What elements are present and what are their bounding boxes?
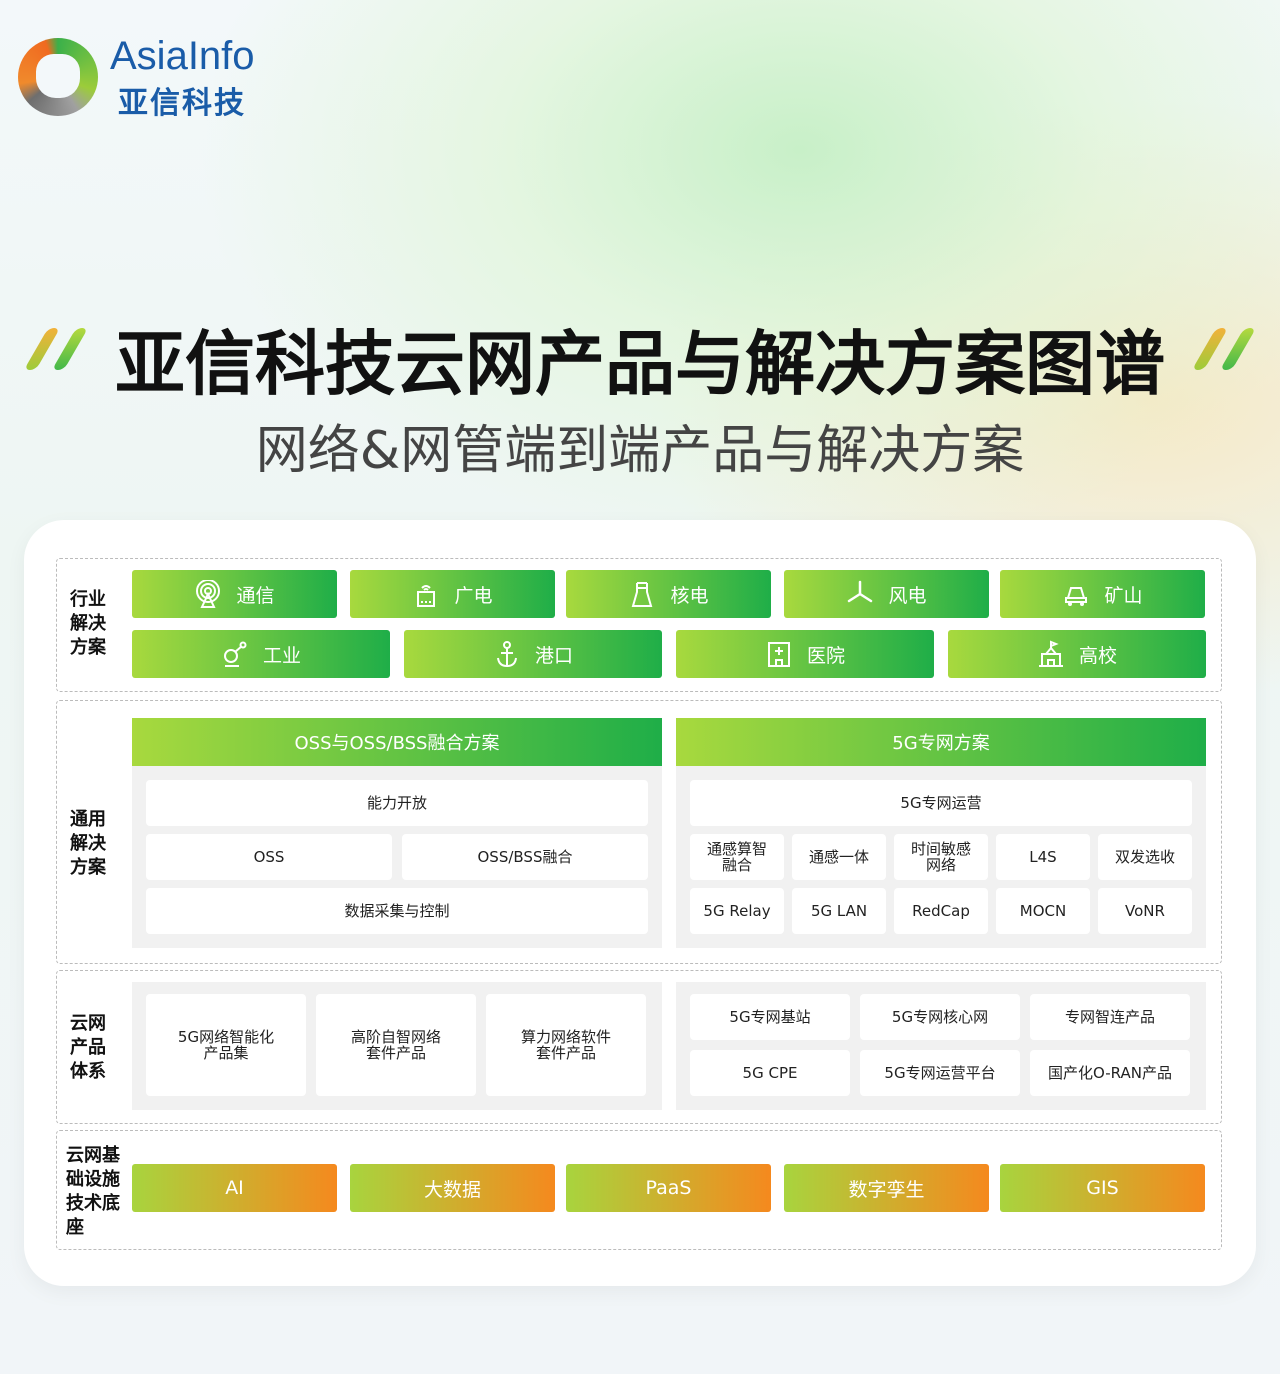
industry-button-label: 矿山 (1104, 584, 1143, 607)
cell-5g-product: 国产化O-RAN产品 (1030, 1050, 1190, 1096)
anchor-icon (496, 641, 517, 668)
cell-5g-tech-label: MOCN (1019, 902, 1067, 920)
cell-product-suite: 5G网络智能化 产品集 (146, 994, 306, 1096)
cell-5g-feature: 通感算智 融合 (690, 834, 784, 880)
cell-5g-feature: 通感一体 (792, 834, 886, 880)
infra-button[interactable]: PaaS (566, 1164, 771, 1212)
oss-header: OSS与OSS/BSS融合方案 (132, 718, 662, 766)
cell-5g-feature-label: 通感算智 融合 (706, 840, 767, 874)
cell-5g-operation: 5G专网运营 (690, 780, 1192, 826)
cell-5g-product-label: 专网智连产品 (1064, 1008, 1155, 1026)
infra-button[interactable]: 大数据 (350, 1164, 555, 1212)
cell-5g-product-label: 国产化O-RAN产品 (1048, 1064, 1172, 1082)
cell-product-suite-label: 算力网络软件 套件产品 (520, 1028, 611, 1062)
industry-button-label: 港口 (534, 644, 573, 667)
industry-label: 行业解决方案 (70, 589, 106, 658)
cell-5g-tech-label: RedCap (912, 902, 970, 920)
industry-button-r1-2[interactable]: 核电 (566, 570, 771, 618)
cell-5g-product-label: 5G CPE (742, 1064, 798, 1082)
cell-oss: OSS (146, 834, 392, 880)
industry-button-r1-3[interactable]: 风电 (784, 570, 989, 618)
cell-5g-tech-label: VoNR (1125, 902, 1165, 920)
cell-5g-tech: MOCN (996, 888, 1090, 934)
cell-5g-feature-label: 时间敏感 网络 (910, 840, 971, 874)
cell-oss-bss: OSS/BSS融合 (402, 834, 648, 880)
infra-label: 云网基础设施技术底座 (66, 1145, 120, 1238)
cell-5g-feature-label: 通感一体 (808, 848, 869, 866)
school-icon (1038, 640, 1063, 667)
general-section (56, 700, 1222, 964)
infra-button-label: GIS (1086, 1177, 1119, 1199)
cell-5g-product-label: 5G专网基站 (729, 1008, 811, 1026)
infra-button-label: AI (225, 1177, 244, 1199)
industry-button-label: 广电 (454, 584, 493, 607)
cell-capability-open: 能力开放 (146, 780, 648, 826)
industry-button-label: 风电 (888, 584, 927, 607)
industry-button-r2-0[interactable]: 工业 (132, 630, 390, 678)
page-subtitle: 网络&网管端到端产品与解决方案 (255, 421, 1025, 481)
cell-5g-tech-label: 5G LAN (810, 902, 868, 920)
cell-5g-product: 5G专网基站 (690, 994, 850, 1040)
cell-5g-tech: RedCap (894, 888, 988, 934)
cell-5g-feature: 双发选收 (1098, 834, 1192, 880)
infra-button[interactable]: 数字孪生 (784, 1164, 989, 1212)
cooling-tower-icon (632, 582, 653, 607)
industry-button-label: 通信 (236, 584, 275, 607)
cell-5g-feature-label: L4S (1029, 848, 1057, 866)
cell-5g-tech: VoNR (1098, 888, 1192, 934)
industry-button-r1-4[interactable]: 矿山 (1000, 570, 1205, 618)
cell-5g-product-label: 5G专网核心网 (891, 1008, 989, 1026)
cell-5g-tech-label: 5G Relay (703, 902, 771, 920)
cell-5g-product: 专网智连产品 (1030, 994, 1190, 1040)
cell-data-collection: 数据采集与控制 (146, 888, 648, 934)
industry-button-r2-2[interactable]: 医院 (676, 630, 934, 678)
infra-button-label: 大数据 (423, 1178, 481, 1201)
industry-button-label: 工业 (262, 644, 301, 667)
logo-mark (18, 38, 98, 116)
router-icon (417, 585, 436, 607)
industry-button-r1-1[interactable]: 广电 (350, 570, 555, 618)
logo-text-cn: 亚信科技 (118, 86, 246, 121)
cell-5g-feature: 时间敏感 网络 (894, 834, 988, 880)
hospital-icon (767, 642, 790, 667)
cell-5g-product-label: 5G专网运营平台 (884, 1064, 996, 1082)
robot-arm-icon (223, 641, 247, 667)
cell-5g-product: 5G专网运营平台 (860, 1050, 1020, 1096)
industry-button-label: 高校 (1078, 644, 1117, 667)
logo-text-en: AsiaInfo (110, 34, 255, 78)
cell-5g-tech: 5G LAN (792, 888, 886, 934)
cell-5g-product: 5G专网核心网 (860, 994, 1020, 1040)
page-title: 亚信科技云网产品与解决方案图谱 (115, 323, 1165, 405)
antenna-icon (196, 580, 221, 608)
products-label: 云网产品体系 (70, 1013, 106, 1082)
products-section (56, 970, 1222, 1124)
infra-button[interactable]: AI (132, 1164, 337, 1212)
industry-button-label: 核电 (670, 584, 709, 607)
cell-5g-feature-label: 双发选收 (1114, 848, 1175, 866)
industry-button-r2-3[interactable]: 高校 (948, 630, 1206, 678)
cell-5g-product: 5G CPE (690, 1050, 850, 1096)
cell-product-suite-label: 5G网络智能化 产品集 (177, 1028, 275, 1062)
industry-button-r1-0[interactable]: 通信 (132, 570, 337, 618)
infra-button-label: 数字孪生 (848, 1178, 925, 1201)
cell-product-suite-label: 高阶自智网络 套件产品 (350, 1028, 441, 1062)
general-label: 通用解决方案 (70, 809, 106, 878)
mining-truck-icon (1065, 587, 1088, 606)
industry-button-r2-1[interactable]: 港口 (404, 630, 662, 678)
wind-turbine-icon (848, 580, 873, 603)
cell-5g-tech: 5G Relay (690, 888, 784, 934)
infra-button-label: PaaS (645, 1177, 692, 1199)
industry-section (56, 558, 1222, 692)
industry-button-label: 医院 (806, 644, 845, 667)
cell-5g-feature: L4S (996, 834, 1090, 880)
cell-product-suite: 算力网络软件 套件产品 (486, 994, 646, 1096)
infra-section (56, 1130, 1222, 1250)
infra-button[interactable]: GIS (1000, 1164, 1205, 1212)
cell-product-suite: 高阶自智网络 套件产品 (316, 994, 476, 1096)
fiveg-header: 5G专网方案 (676, 718, 1206, 766)
